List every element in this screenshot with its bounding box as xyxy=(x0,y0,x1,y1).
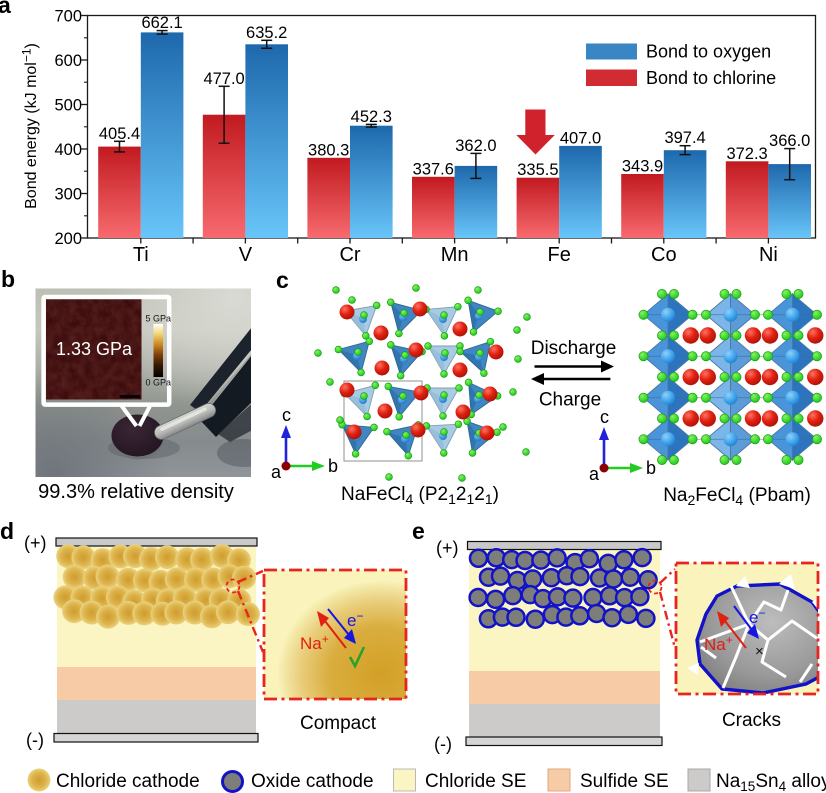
svg-text:366.0: 366.0 xyxy=(769,132,810,150)
svg-text:Oxide cathode: Oxide cathode xyxy=(251,771,374,792)
svg-text:b: b xyxy=(646,458,656,478)
svg-text:NaFeCl4 (P212121): NaFeCl4 (P212121) xyxy=(341,484,499,507)
svg-text:c: c xyxy=(282,405,291,425)
svg-text:Bond energy (kJ mol−1): Bond energy (kJ mol−1) xyxy=(20,43,41,209)
svg-text:(-): (-) xyxy=(26,730,44,750)
svg-text:c: c xyxy=(600,407,609,427)
svg-text:Bond to chlorine: Bond to chlorine xyxy=(646,68,776,88)
svg-text:Co: Co xyxy=(651,244,677,266)
svg-text:Na2FeCl4 (Pbam): Na2FeCl4 (Pbam) xyxy=(663,485,811,508)
svg-text:700: 700 xyxy=(54,8,82,26)
svg-text:397.4: 397.4 xyxy=(664,129,705,147)
svg-text:Mn: Mn xyxy=(441,244,469,266)
svg-text:5 GPa: 5 GPa xyxy=(146,314,172,324)
svg-text:635.2: 635.2 xyxy=(246,24,287,42)
svg-text:380.3: 380.3 xyxy=(308,141,349,159)
svg-text:Bond to oxygen: Bond to oxygen xyxy=(646,42,771,62)
svg-text:99.3% relative density: 99.3% relative density xyxy=(38,481,234,503)
svg-text:a: a xyxy=(589,464,600,484)
svg-text:200: 200 xyxy=(54,230,82,248)
svg-text:337.6: 337.6 xyxy=(413,160,454,178)
svg-text:335.5: 335.5 xyxy=(517,161,558,179)
svg-text:Cr: Cr xyxy=(339,244,360,266)
svg-text:Fe: Fe xyxy=(548,244,571,266)
svg-text:(-): (-) xyxy=(434,734,452,754)
svg-text:Sulfide SE: Sulfide SE xyxy=(580,771,669,792)
svg-text:Discharge: Discharge xyxy=(531,338,617,359)
svg-text:500: 500 xyxy=(54,97,82,115)
svg-text:405.4: 405.4 xyxy=(99,125,140,143)
svg-text:e: e xyxy=(412,518,425,544)
svg-text:V: V xyxy=(239,244,253,266)
svg-text:300: 300 xyxy=(54,186,82,204)
svg-text:400: 400 xyxy=(54,141,82,159)
svg-text:Na+: Na+ xyxy=(300,632,329,653)
svg-text:×: × xyxy=(755,643,764,660)
svg-text:600: 600 xyxy=(54,52,82,70)
svg-text:1.33 GPa: 1.33 GPa xyxy=(56,339,133,359)
svg-text:Charge: Charge xyxy=(539,390,601,411)
svg-text:662.1: 662.1 xyxy=(141,14,182,32)
svg-text:Na+: Na+ xyxy=(704,633,733,654)
svg-text:(+): (+) xyxy=(24,533,47,553)
svg-text:b: b xyxy=(328,456,338,476)
svg-text:b: b xyxy=(1,266,15,292)
svg-text:d: d xyxy=(0,518,14,544)
svg-text:Chloride cathode: Chloride cathode xyxy=(56,771,200,792)
svg-text:c: c xyxy=(276,267,289,293)
svg-text:Cracks: Cracks xyxy=(722,710,781,731)
svg-text:452.3: 452.3 xyxy=(351,108,392,126)
svg-text:407.0: 407.0 xyxy=(560,129,601,147)
svg-text:(+): (+) xyxy=(436,538,459,558)
svg-text:343.9: 343.9 xyxy=(622,158,663,176)
svg-text:362.0: 362.0 xyxy=(455,137,496,155)
svg-text:Ni: Ni xyxy=(759,244,778,266)
svg-text:0 GPa: 0 GPa xyxy=(146,378,172,388)
svg-text:Compact: Compact xyxy=(300,713,377,734)
svg-text:Na15Sn4 alloy: Na15Sn4 alloy xyxy=(716,771,826,793)
svg-text:a: a xyxy=(0,0,11,18)
svg-text:372.3: 372.3 xyxy=(726,145,767,163)
svg-text:477.0: 477.0 xyxy=(203,70,244,88)
svg-text:a: a xyxy=(271,462,282,482)
svg-text:Chloride SE: Chloride SE xyxy=(425,771,526,792)
svg-text:Ti: Ti xyxy=(133,244,149,266)
